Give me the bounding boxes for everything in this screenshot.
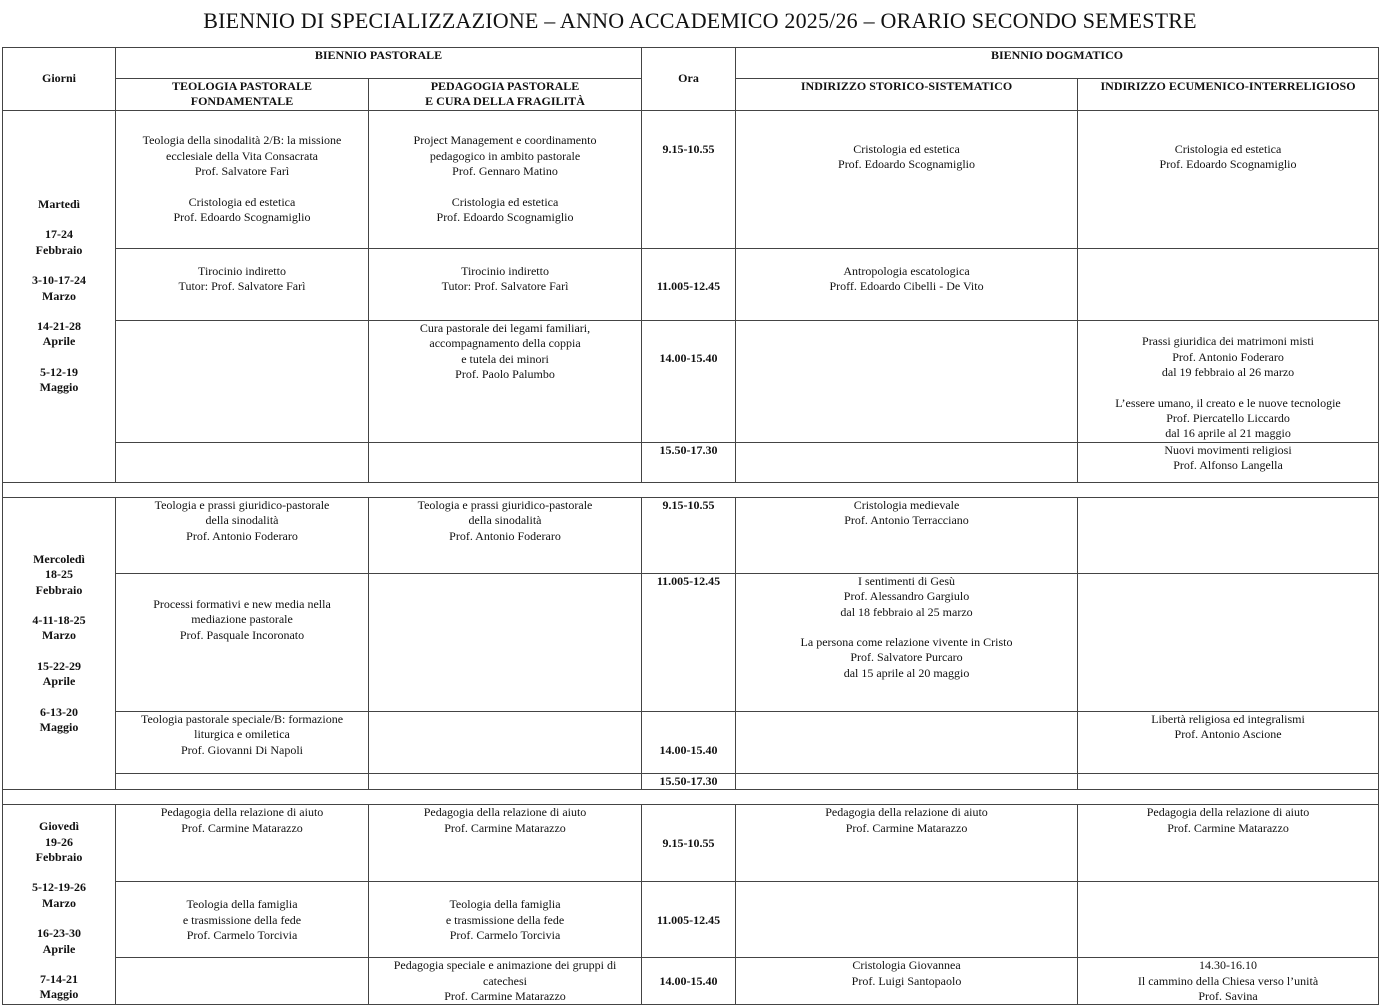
empty-cell — [1077, 247, 1380, 321]
course-cell: Pedagogia della relazione di aiuto Prof.… — [367, 804, 643, 883]
empty-cell — [735, 319, 1079, 443]
course-cell: Cristologia ed estetica Prof. Edoardo Sc… — [735, 109, 1079, 249]
course-cell: Processi formativi e new media nella med… — [115, 572, 369, 712]
empty-cell — [735, 772, 1079, 791]
course-cell: Teologia e prassi giuridico-pastorale de… — [115, 496, 369, 574]
course-cell: Cristologia ed estetica Prof. Edoardo Sc… — [1077, 109, 1380, 249]
empty-cell — [735, 881, 1079, 959]
empty-cell — [1077, 572, 1380, 712]
course-cell: Teologia della famiglia e trasmissione d… — [115, 881, 369, 959]
empty-cell — [115, 772, 369, 791]
empty-cell — [1077, 881, 1380, 959]
course-cell: Cristologia medievale Prof. Antonio Terr… — [735, 496, 1079, 574]
course-cell: Tirocinio indiretto Tutor: Prof. Salvato… — [367, 247, 643, 321]
course-cell: Teologia e prassi giuridico-pastorale de… — [367, 496, 643, 574]
header-storico-sistematico: INDIRIZZO STORICO-SISTEMATICO — [735, 78, 1079, 111]
time-cell: 9.15-10.55 — [641, 804, 737, 883]
time-cell: 9.15-10.55 — [641, 496, 737, 574]
empty-cell — [735, 710, 1079, 774]
course-cell: Tirocinio indiretto Tutor: Prof. Salvato… — [115, 247, 369, 321]
course-cell: Teologia della sinodalità 2/B: la missio… — [115, 109, 369, 249]
empty-cell — [367, 710, 643, 774]
course-cell: Pedagogia della relazione di aiuto Prof.… — [115, 804, 369, 883]
header-ecumenico-interreligioso: INDIRIZZO ECUMENICO-INTERRELIGIOSO — [1077, 78, 1380, 111]
separator-row — [1, 481, 1380, 498]
empty-cell — [367, 772, 643, 791]
empty-cell — [367, 572, 643, 712]
page-title: BIENNIO DI SPECIALIZZAZIONE – ANNO ACCAD… — [203, 8, 1197, 33]
course-cell: 14.30-16.10 Il cammino della Chiesa vers… — [1077, 957, 1380, 1006]
time-cell: 14.00-15.40 — [641, 957, 737, 1006]
course-cell: Teologia pastorale speciale/B: formazion… — [115, 710, 369, 774]
course-cell: Antropologia escatologica Proff. Edoardo… — [735, 247, 1079, 321]
empty-cell — [115, 441, 369, 483]
course-cell: Project Management e coordinamento pedag… — [367, 109, 643, 249]
schedule-table: Giorni BIENNIO PASTORALE Ora BIENNIO DOG… — [1, 47, 1380, 1006]
header-biennio-dogmatico: BIENNIO DOGMATICO — [735, 47, 1380, 79]
header-pedagogia-pastorale: PEDAGOGIA PASTORALE E CURA DELLA FRAGILIT… — [367, 78, 643, 111]
header-teologia-pastorale: TEOLOGIA PASTORALE FONDAMENTALE — [115, 78, 369, 111]
header-giorni: Giorni — [2, 47, 116, 111]
course-cell: Pedagogia speciale e animazione dei grup… — [367, 957, 643, 1006]
empty-cell — [1077, 772, 1380, 791]
empty-cell — [115, 319, 369, 443]
day-cell-martedi: Martedì 17-24 Febbraio 3-10-17-24 Marzo … — [2, 109, 116, 483]
time-cell: 14.00-15.40 — [641, 710, 737, 774]
time-cell: 11.005-12.45 — [641, 881, 737, 959]
course-cell: Prassi giuridica dei matrimoni misti Pro… — [1077, 319, 1380, 443]
day-cell-mercoledi: Mercoledì 18-25 Febbraio 4-11-18-25 Marz… — [2, 496, 116, 791]
time-cell: 15.50-17.30 — [641, 441, 737, 483]
empty-cell — [115, 957, 369, 1006]
empty-cell — [735, 441, 1079, 483]
course-cell: Cristologia Giovannea Prof. Luigi Santop… — [735, 957, 1079, 1006]
time-cell: 15.50-17.30 — [641, 772, 737, 791]
course-cell: Teologia della famiglia e trasmissione d… — [367, 881, 643, 959]
empty-cell — [1077, 496, 1380, 574]
course-cell: Pedagogia della relazione di aiuto Prof.… — [1077, 804, 1380, 883]
course-cell: Libertà religiosa ed integralismi Prof. … — [1077, 710, 1380, 774]
course-cell: Pedagogia della relazione di aiuto Prof.… — [735, 804, 1079, 883]
separator-row — [1, 789, 1380, 806]
time-cell: 9.15-10.55 — [641, 109, 737, 249]
course-cell: I sentimenti di Gesù Prof. Alessandro Ga… — [735, 572, 1079, 712]
course-cell: Cura pastorale dei legami familiari, acc… — [367, 319, 643, 443]
empty-cell — [367, 441, 643, 483]
course-cell: Nuovi movimenti religiosi Prof. Alfonso … — [1077, 441, 1380, 483]
header-biennio-pastorale: BIENNIO PASTORALE — [114, 47, 643, 79]
time-cell: 11.005-12.45 — [641, 572, 737, 712]
time-cell: 14.00-15.40 — [641, 319, 737, 443]
header-ora: Ora — [641, 47, 737, 111]
time-cell: 11.005-12.45 — [641, 247, 737, 321]
day-cell-giovedi: Giovedì 19-26 Febbraio 5-12-19-26 Marzo … — [2, 804, 116, 1006]
